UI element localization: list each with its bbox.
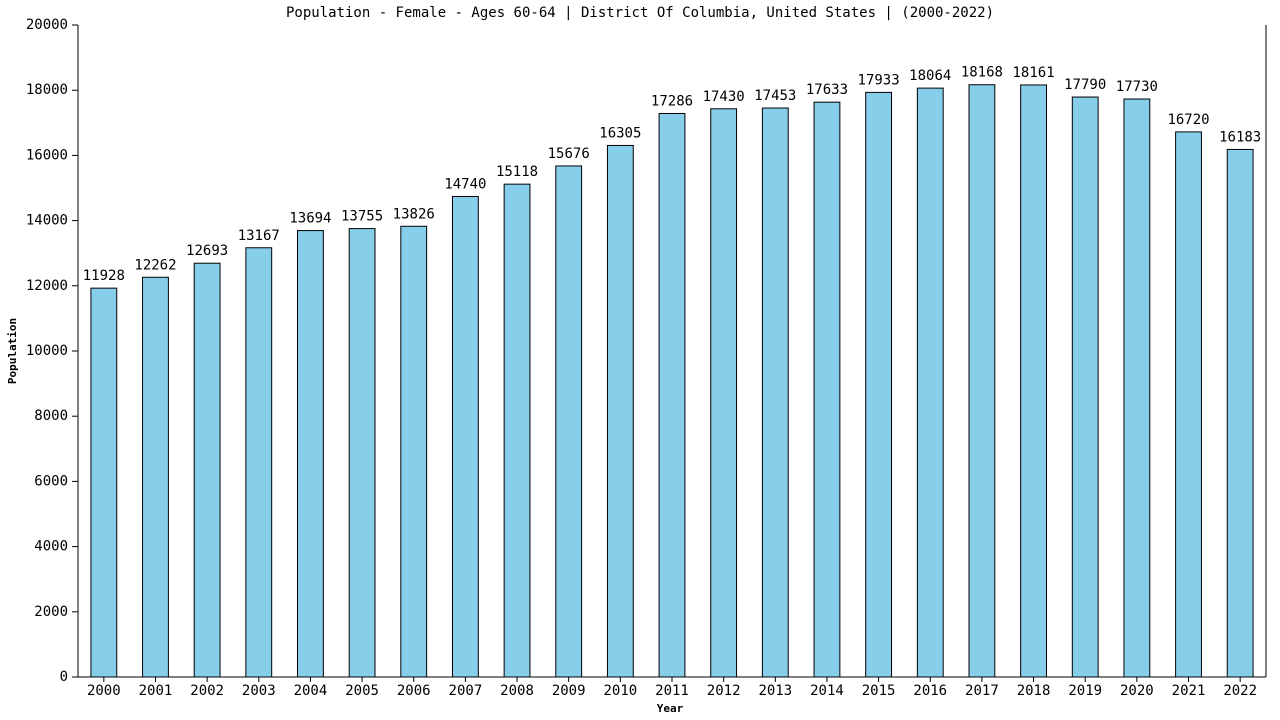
x-tick-label: 2012 bbox=[707, 683, 741, 699]
data-label: 15676 bbox=[548, 146, 590, 162]
y-tick-label: 18000 bbox=[26, 82, 68, 98]
data-label: 12693 bbox=[186, 243, 228, 259]
x-tick-label: 2003 bbox=[242, 683, 276, 699]
data-label: 16305 bbox=[599, 125, 641, 141]
bar bbox=[1175, 131, 1202, 678]
data-label: 13755 bbox=[341, 209, 383, 225]
x-tick-label: 2019 bbox=[1068, 683, 1102, 699]
x-tick-label: 2016 bbox=[913, 683, 947, 699]
y-tick-label: 6000 bbox=[34, 473, 68, 489]
bar bbox=[193, 262, 221, 678]
data-label: 18168 bbox=[961, 65, 1003, 81]
x-tick-label: 2009 bbox=[552, 683, 586, 699]
bar bbox=[710, 108, 738, 678]
data-label: 17430 bbox=[703, 89, 745, 105]
y-tick-label: 4000 bbox=[34, 539, 68, 555]
data-label: 18161 bbox=[1012, 65, 1054, 81]
y-tick-label: 20000 bbox=[26, 17, 68, 33]
bar bbox=[348, 228, 376, 678]
bar bbox=[1226, 148, 1254, 678]
y-axis-label: Population bbox=[6, 318, 19, 384]
data-label: 11928 bbox=[83, 268, 125, 284]
bar bbox=[142, 276, 169, 678]
x-tick-label: 2006 bbox=[397, 683, 431, 699]
x-axis-label: Year bbox=[657, 702, 684, 715]
y-tick-label: 8000 bbox=[34, 408, 68, 424]
data-label: 17790 bbox=[1064, 77, 1106, 93]
x-tick-label: 2011 bbox=[655, 683, 689, 699]
y-tick-label: 16000 bbox=[26, 147, 68, 163]
y-tick-label: 12000 bbox=[26, 278, 68, 294]
x-tick-label: 2000 bbox=[87, 683, 121, 699]
data-label: 14740 bbox=[444, 176, 486, 192]
bar bbox=[400, 225, 428, 678]
x-tick-label: 2008 bbox=[500, 683, 534, 699]
data-label: 17633 bbox=[806, 82, 848, 98]
bar bbox=[606, 144, 634, 678]
bar bbox=[1020, 84, 1047, 678]
data-label: 15118 bbox=[496, 164, 538, 180]
x-tick-label: 2022 bbox=[1223, 683, 1257, 699]
bar bbox=[297, 230, 324, 678]
data-label: 12262 bbox=[134, 257, 176, 273]
data-label: 17453 bbox=[754, 88, 796, 104]
bar bbox=[865, 91, 893, 678]
bar bbox=[555, 165, 583, 678]
bar bbox=[90, 287, 118, 678]
x-tick-label: 2001 bbox=[139, 683, 173, 699]
x-tick-label: 2005 bbox=[345, 683, 379, 699]
y-tick-label: 14000 bbox=[26, 213, 68, 229]
x-tick-label: 2002 bbox=[190, 683, 224, 699]
data-label: 17933 bbox=[858, 72, 900, 88]
x-tick-label: 2014 bbox=[810, 683, 844, 699]
y-tick-label: 2000 bbox=[34, 604, 68, 620]
bar bbox=[503, 183, 531, 678]
bar bbox=[761, 107, 789, 678]
x-tick-label: 2010 bbox=[603, 683, 637, 699]
y-tick-label: 10000 bbox=[26, 343, 68, 359]
x-tick-label: 2021 bbox=[1172, 683, 1206, 699]
y-tick-label: 0 bbox=[60, 669, 68, 685]
x-tick-label: 2015 bbox=[862, 683, 896, 699]
x-tick-label: 2017 bbox=[965, 683, 999, 699]
bar bbox=[658, 112, 686, 678]
data-label: 17730 bbox=[1116, 79, 1158, 95]
data-label: 17286 bbox=[651, 93, 693, 109]
bar bbox=[1123, 98, 1151, 678]
bar bbox=[245, 247, 273, 678]
chart-title: Population - Female - Ages 60-64 | Distr… bbox=[286, 5, 994, 21]
data-label: 16183 bbox=[1219, 129, 1261, 145]
x-tick-label: 2018 bbox=[1017, 683, 1051, 699]
bar bbox=[1071, 96, 1099, 678]
data-label: 16720 bbox=[1167, 112, 1209, 128]
x-tick-label: 2020 bbox=[1120, 683, 1154, 699]
x-tick-label: 2007 bbox=[449, 683, 483, 699]
bar bbox=[813, 101, 841, 678]
data-label: 13694 bbox=[289, 211, 331, 227]
data-label: 13167 bbox=[238, 228, 280, 244]
data-label: 18064 bbox=[909, 68, 951, 84]
bar bbox=[968, 84, 996, 678]
bar bbox=[916, 87, 944, 678]
x-tick-label: 2013 bbox=[758, 683, 792, 699]
data-label: 13826 bbox=[393, 206, 435, 222]
x-tick-label: 2004 bbox=[294, 683, 328, 699]
bar bbox=[451, 195, 479, 678]
